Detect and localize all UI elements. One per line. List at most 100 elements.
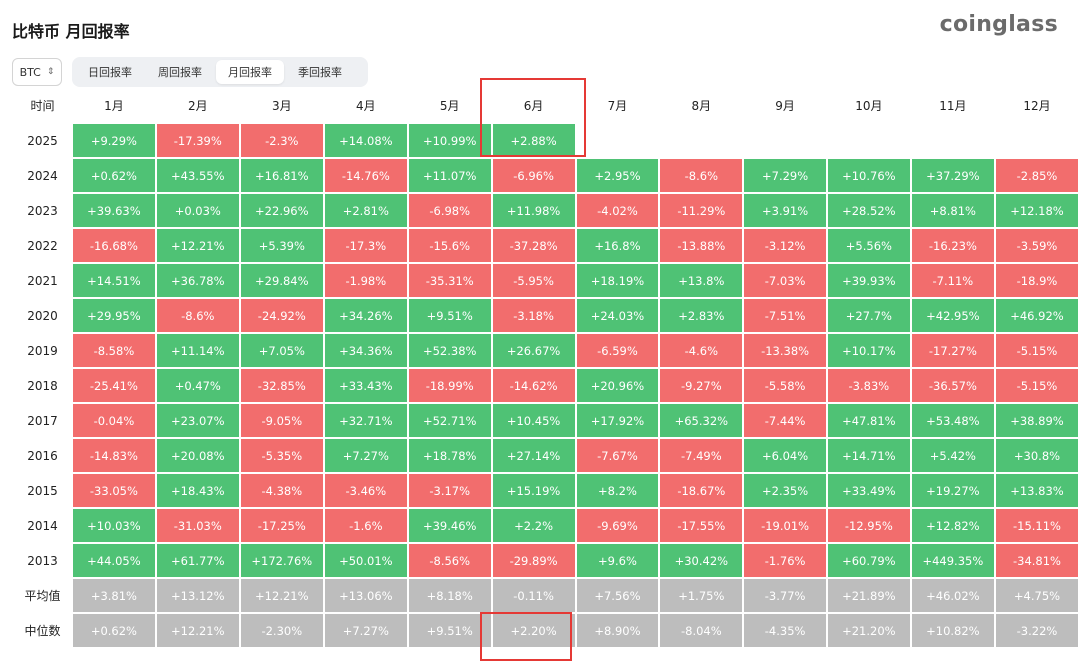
return-cell: +2.88% — [492, 124, 575, 157]
return-cell: -11.29% — [660, 194, 743, 227]
return-cell: +20.08% — [156, 439, 239, 472]
tab-2[interactable]: 月回报率 — [216, 60, 284, 84]
summary-cell: +4.75% — [995, 579, 1078, 612]
return-cell: -5.15% — [995, 369, 1078, 402]
month-header: 7月 — [607, 99, 628, 113]
chevron-up-down-icon: ⇕ — [46, 66, 55, 77]
return-cell: -7.11% — [911, 264, 994, 297]
return-cell: +5.56% — [827, 229, 910, 262]
return-cell: +10.03% — [72, 509, 155, 542]
return-cell: +449.35% — [911, 544, 994, 577]
return-cell: -7.51% — [744, 299, 826, 332]
year-label: 2020 — [27, 308, 58, 323]
return-cell: +44.05% — [72, 544, 155, 577]
return-cell: +10.99% — [408, 124, 491, 157]
year-label: 2018 — [27, 378, 58, 393]
return-cell: -7.44% — [744, 404, 826, 437]
return-cell: +16.81% — [240, 159, 323, 192]
return-cell: +15.19% — [492, 474, 575, 507]
return-cell: -9.27% — [660, 369, 743, 402]
table-row: 2025 +9.29% -17.39% -2.3% +14.08% +10.99% +2.8… — [14, 124, 1078, 157]
summary-cell: +13.12% — [156, 579, 239, 612]
return-cell: +8.2% — [576, 474, 659, 507]
return-cell: +36.78% — [156, 264, 239, 297]
return-cell: -3.18% — [492, 299, 575, 332]
return-cell: +47.81% — [827, 404, 910, 437]
return-cell: +33.49% — [827, 474, 910, 507]
return-cell: -1.6% — [324, 509, 407, 542]
year-label: 2025 — [27, 133, 58, 148]
return-cell: +46.92% — [995, 299, 1078, 332]
return-cell: +18.19% — [576, 264, 659, 297]
return-cell: +52.71% — [408, 404, 491, 437]
return-cell: +18.43% — [156, 474, 239, 507]
return-cell: +10.17% — [827, 334, 910, 367]
year-label: 2016 — [27, 448, 58, 463]
return-cell: +17.92% — [576, 404, 659, 437]
month-header: 9月 — [775, 99, 795, 113]
return-cell: -1.76% — [744, 544, 826, 577]
return-cell: +9.6% — [576, 544, 659, 577]
return-cell: -3.17% — [408, 474, 491, 507]
month-header: 1月 — [104, 99, 124, 113]
return-cell: +16.8% — [576, 229, 659, 262]
return-cell: -18.67% — [660, 474, 743, 507]
return-cell: +32.71% — [324, 404, 407, 437]
return-cell: -9.69% — [576, 509, 659, 542]
return-cell: -31.03% — [156, 509, 239, 542]
return-cell: +33.43% — [324, 369, 407, 402]
table-row: 2018 -25.41% +0.47% -32.85% +33.43% -18.99% -1… — [14, 369, 1078, 402]
return-cell: -3.12% — [744, 229, 826, 262]
return-cell: +60.79% — [827, 544, 910, 577]
return-cell: -8.6% — [660, 159, 743, 192]
monthly-returns-table: 时间 1月 2月 3月 4月 5月 6月 7月 8月 9月 10月 11月 12月 2025 +9.29… — [12, 87, 1080, 649]
return-cell: +61.77% — [156, 544, 239, 577]
summary-cell: +21.20% — [827, 614, 910, 647]
year-label: 2019 — [27, 343, 58, 358]
return-cell: -3.59% — [995, 229, 1078, 262]
return-cell: +39.93% — [827, 264, 910, 297]
period-tabs: 日回报率 周回报率 月回报率 季回报率 — [72, 57, 368, 87]
return-cell: +42.95% — [911, 299, 994, 332]
return-cell: +24.03% — [576, 299, 659, 332]
return-cell: +7.27% — [324, 439, 407, 472]
tab-0[interactable]: 日回报率 — [88, 66, 132, 79]
month-header: 8月 — [691, 99, 712, 113]
return-cell: +43.55% — [156, 159, 239, 192]
table-row: 2017 -0.04% +23.07% -9.05% +32.71% +52.71% +10… — [14, 404, 1078, 437]
return-cell: +8.81% — [911, 194, 994, 227]
tab-1[interactable]: 周回报率 — [158, 66, 202, 79]
table-row: 2014 +10.03% -31.03% -17.25% -1.6% +39.46% +2.… — [14, 509, 1078, 542]
summary-cell: -2.30% — [240, 614, 323, 647]
return-cell: +13.8% — [660, 264, 743, 297]
summary-cell: +1.75% — [660, 579, 743, 612]
return-cell: -4.02% — [576, 194, 659, 227]
summary-cell: +46.02% — [911, 579, 994, 612]
return-cell: -2.85% — [995, 159, 1078, 192]
coinglass-logo: coinglass — [939, 12, 1058, 37]
return-cell: +28.52% — [827, 194, 910, 227]
return-cell: +0.62% — [72, 159, 155, 192]
return-cell: -16.23% — [911, 229, 994, 262]
month-header: 11月 — [939, 99, 967, 113]
return-cell: +14.08% — [324, 124, 407, 157]
return-cell: -6.59% — [576, 334, 659, 367]
year-label: 2022 — [27, 238, 58, 253]
return-cell: -35.31% — [408, 264, 491, 297]
corner-label: 时间 — [30, 99, 55, 113]
return-cell: +0.03% — [156, 194, 239, 227]
return-cell — [660, 124, 742, 157]
return-cell: -19.01% — [744, 509, 826, 542]
return-cell: -36.57% — [911, 369, 994, 402]
summary-cell: +12.21% — [156, 614, 239, 647]
return-cell: +27.7% — [827, 299, 910, 332]
summary-row: 平均值 +3.81% +13.12% +12.21% +13.06% +8.18% -0.1… — [14, 579, 1078, 612]
return-cell: +172.76% — [240, 544, 323, 577]
summary-cell: +7.56% — [576, 579, 659, 612]
table-header-row: 时间 1月 2月 3月 4月 5月 6月 7月 8月 9月 10月 11月 12月 — [14, 89, 1078, 122]
asset-select[interactable]: BTC ⇕ — [12, 58, 62, 86]
summary-cell: +12.21% — [240, 579, 323, 612]
year-label: 2015 — [27, 483, 58, 498]
return-cell: -33.05% — [72, 474, 155, 507]
tab-3[interactable]: 季回报率 — [298, 66, 342, 79]
